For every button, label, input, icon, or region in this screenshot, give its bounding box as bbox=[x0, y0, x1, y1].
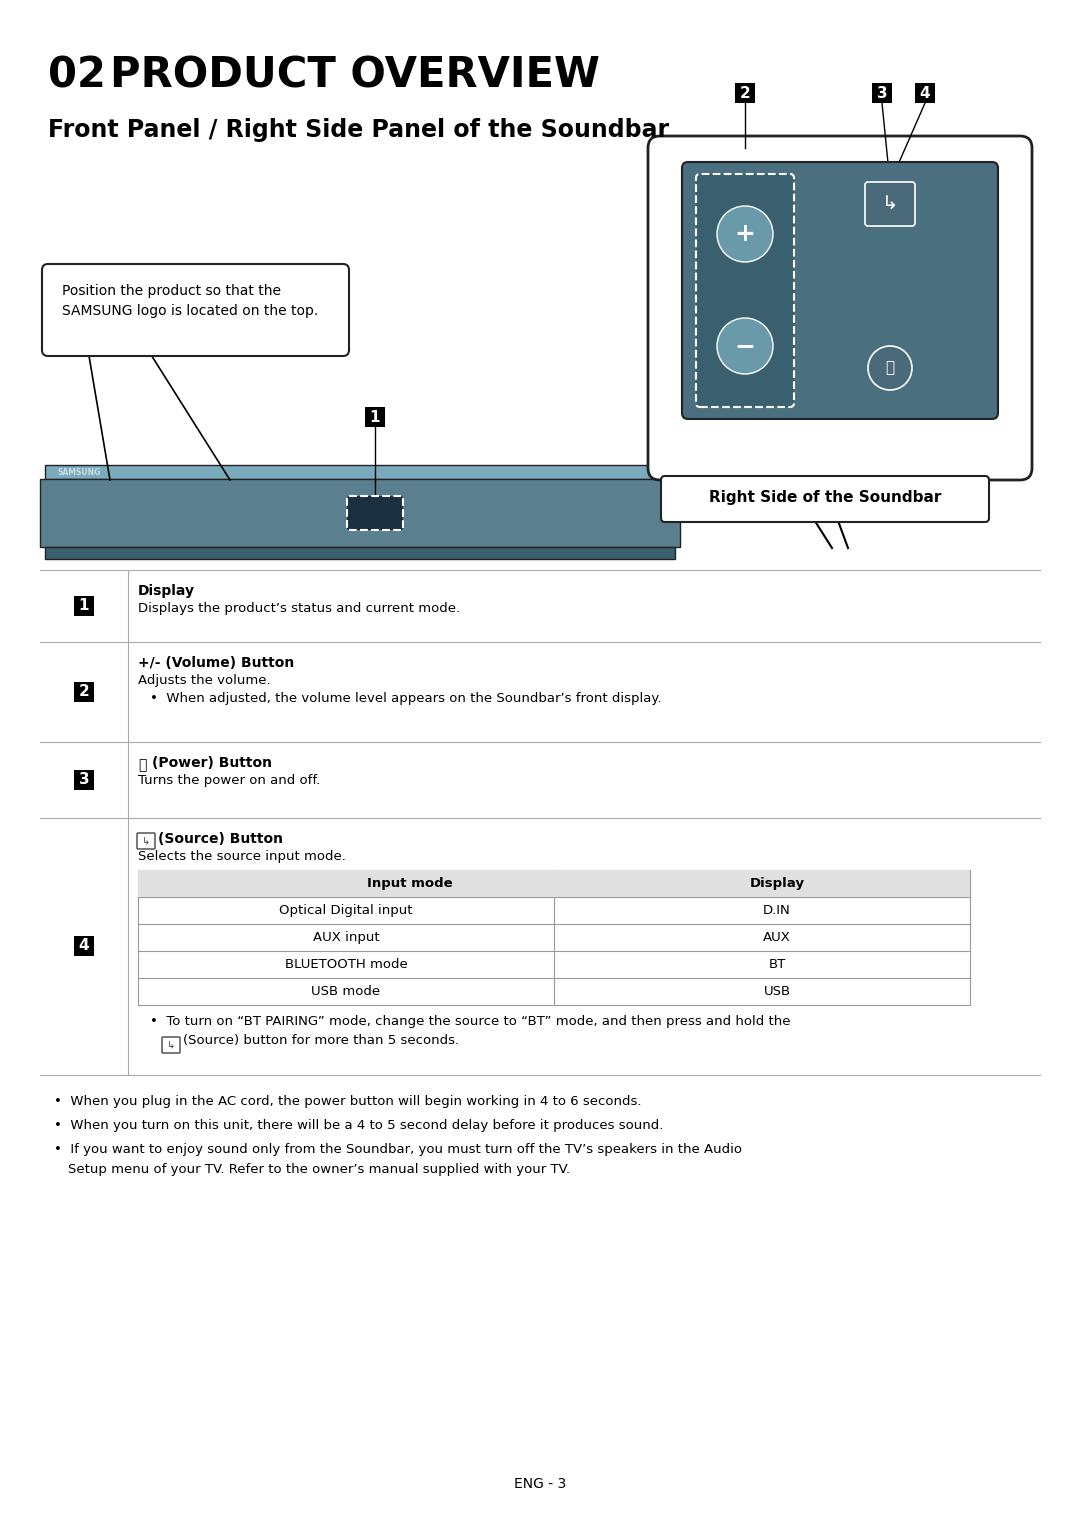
Text: •  When adjusted, the volume level appears on the Soundbar’s front display.: • When adjusted, the volume level appear… bbox=[150, 692, 661, 705]
Text: Optical Digital input: Optical Digital input bbox=[280, 904, 413, 918]
Text: •  When you plug in the AC cord, the power button will begin working in 4 to 6 s: • When you plug in the AC cord, the powe… bbox=[54, 1095, 642, 1108]
Text: 1: 1 bbox=[79, 599, 90, 613]
Bar bbox=[75, 682, 94, 702]
Bar bbox=[915, 83, 935, 103]
Circle shape bbox=[717, 205, 773, 262]
Bar bbox=[735, 83, 755, 103]
Text: ↳: ↳ bbox=[167, 1040, 175, 1049]
Text: PRODUCT OVERVIEW: PRODUCT OVERVIEW bbox=[110, 55, 599, 97]
Text: ENG - 3: ENG - 3 bbox=[514, 1477, 566, 1491]
Text: USB mode: USB mode bbox=[311, 985, 380, 997]
Text: 4: 4 bbox=[79, 939, 90, 953]
FancyBboxPatch shape bbox=[42, 264, 349, 355]
Text: ⏻: ⏻ bbox=[138, 758, 147, 772]
Bar bbox=[365, 408, 384, 427]
Text: Displays the product’s status and current mode.: Displays the product’s status and curren… bbox=[138, 602, 460, 614]
FancyBboxPatch shape bbox=[162, 1037, 180, 1052]
Text: −: − bbox=[734, 334, 756, 358]
Text: 3: 3 bbox=[877, 86, 888, 101]
Bar bbox=[872, 83, 892, 103]
Text: ↳: ↳ bbox=[141, 836, 150, 846]
Text: SAMSUNG logo is located on the top.: SAMSUNG logo is located on the top. bbox=[62, 303, 319, 319]
Text: BT: BT bbox=[768, 958, 785, 971]
Text: •  If you want to enjoy sound only from the Soundbar, you must turn off the TV’s: • If you want to enjoy sound only from t… bbox=[54, 1143, 742, 1157]
FancyBboxPatch shape bbox=[681, 162, 998, 418]
Bar bbox=[832, 414, 848, 424]
FancyBboxPatch shape bbox=[648, 136, 1032, 480]
Text: ↳: ↳ bbox=[881, 195, 899, 213]
Text: (Source) Button: (Source) Button bbox=[158, 832, 283, 846]
Text: •  When you turn on this unit, there will be a 4 to 5 second delay before it pro: • When you turn on this unit, there will… bbox=[54, 1118, 663, 1132]
Text: USB: USB bbox=[764, 985, 791, 997]
Text: Position the product so that the: Position the product so that the bbox=[62, 283, 281, 299]
FancyBboxPatch shape bbox=[661, 476, 989, 522]
Bar bbox=[138, 870, 970, 898]
Text: Right Side of the Soundbar: Right Side of the Soundbar bbox=[708, 490, 941, 506]
Text: BLUETOOTH mode: BLUETOOTH mode bbox=[285, 958, 407, 971]
Bar bbox=[75, 771, 94, 791]
Text: (Power) Button: (Power) Button bbox=[152, 755, 272, 771]
Text: Setup menu of your TV. Refer to the owner’s manual supplied with your TV.: Setup menu of your TV. Refer to the owne… bbox=[68, 1163, 570, 1177]
Text: Turns the power on and off.: Turns the power on and off. bbox=[138, 774, 321, 787]
Text: 1: 1 bbox=[369, 409, 380, 424]
Circle shape bbox=[868, 346, 912, 391]
Text: Adjusts the volume.: Adjusts the volume. bbox=[138, 674, 271, 686]
FancyBboxPatch shape bbox=[137, 833, 156, 849]
Text: Selects the source input mode.: Selects the source input mode. bbox=[138, 850, 346, 863]
Text: 4: 4 bbox=[920, 86, 930, 101]
Text: 2: 2 bbox=[79, 685, 90, 700]
Text: Display: Display bbox=[138, 584, 195, 597]
Text: +/- (Volume) Button: +/- (Volume) Button bbox=[138, 656, 294, 669]
Text: AUX: AUX bbox=[764, 931, 791, 944]
Text: +: + bbox=[734, 222, 755, 247]
Text: Input mode: Input mode bbox=[367, 876, 453, 890]
Text: •  To turn on “BT PAIRING” mode, change the source to “BT” mode, and then press : • To turn on “BT PAIRING” mode, change t… bbox=[150, 1016, 791, 1028]
Text: AUX input: AUX input bbox=[313, 931, 379, 944]
Text: D.IN: D.IN bbox=[764, 904, 791, 918]
Bar bbox=[40, 480, 680, 547]
Text: Display: Display bbox=[750, 876, 805, 890]
FancyBboxPatch shape bbox=[865, 182, 915, 227]
Text: 3: 3 bbox=[79, 772, 90, 787]
Bar bbox=[45, 547, 675, 559]
FancyBboxPatch shape bbox=[696, 175, 794, 408]
Text: 02: 02 bbox=[48, 55, 106, 97]
Bar bbox=[75, 596, 94, 616]
Text: Front Panel / Right Side Panel of the Soundbar: Front Panel / Right Side Panel of the So… bbox=[48, 118, 670, 142]
Circle shape bbox=[717, 319, 773, 374]
Text: SAMSUNG: SAMSUNG bbox=[58, 467, 102, 476]
Text: 2: 2 bbox=[740, 86, 751, 101]
Bar bbox=[75, 936, 94, 956]
Text: ⏻: ⏻ bbox=[886, 360, 894, 375]
Text: (Source) button for more than 5 seconds.: (Source) button for more than 5 seconds. bbox=[183, 1034, 459, 1046]
Bar bbox=[45, 466, 675, 480]
FancyBboxPatch shape bbox=[347, 496, 403, 530]
